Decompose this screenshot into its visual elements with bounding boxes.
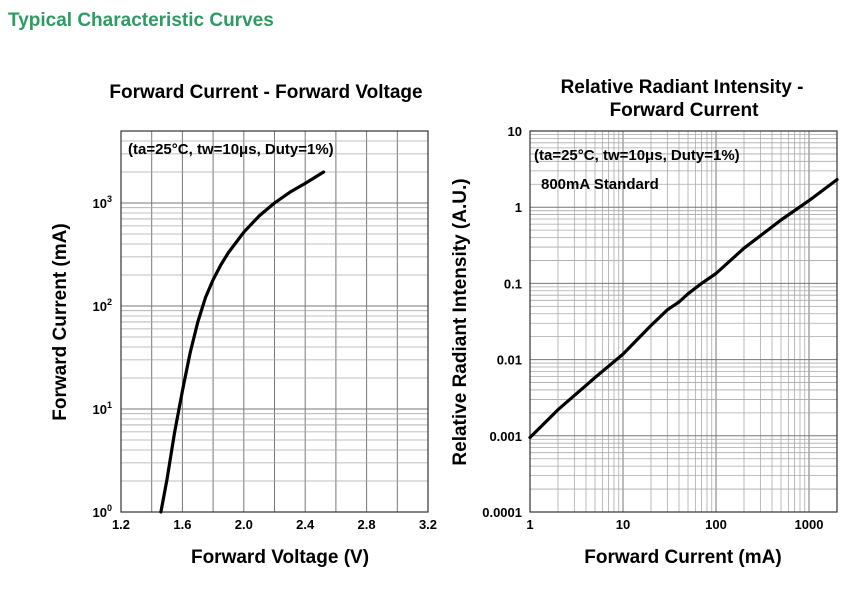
chart2-title-line2: Forward Current — [610, 100, 760, 121]
chart2-x-tick-label: 100 — [705, 517, 727, 532]
chart2-y-tick-label: 0.1 — [504, 276, 522, 291]
chart-forward-current-voltage: Forward Current - Forward Voltage (ta=25… — [50, 82, 437, 568]
chart2-x-tick-label: 10 — [616, 517, 630, 532]
chart2-x-tick-label: 1000 — [795, 517, 824, 532]
chart2-y-tick-label: 10 — [508, 124, 522, 139]
chart1-y-tick-label: 100 — [93, 503, 112, 520]
chart1-x-ticks: 1.2 1.6 2.0 2.4 2.8 3.2 — [112, 517, 437, 532]
chart2-y-tick-label: 0.0001 — [482, 505, 522, 520]
chart2-x-tick-label: 1 — [526, 517, 533, 532]
chart1-x-tick-label: 1.2 — [112, 517, 130, 532]
chart2-y-axis-label: Relative Radiant Intensity (A.U.) — [450, 178, 471, 465]
chart1-x-tick-label: 2.8 — [358, 517, 376, 532]
chart1-y-tick-label: 102 — [93, 297, 112, 314]
chart1-y-ticks: 100 101 102 103 — [93, 194, 112, 520]
chart2-annotation: (ta=25°C, tw=10μs, Duty=1%) — [534, 147, 740, 164]
chart1-y-axis-label: Forward Current (mA) — [50, 223, 71, 420]
chart1-x-tick-label: 1.6 — [173, 517, 191, 532]
chart1-x-axis-label: Forward Voltage (V) — [191, 547, 369, 568]
chart1-title: Forward Current - Forward Voltage — [109, 82, 422, 103]
chart1-series-line — [159, 170, 326, 514]
chart1-x-tick-label: 3.2 — [419, 517, 437, 532]
chart2-series-line — [528, 178, 839, 440]
chart1-y-tick-label: 101 — [93, 400, 112, 417]
chart2-title-line1: Relative Radiant Intensity - — [561, 77, 804, 98]
chart-radiant-intensity-current: Relative Radiant Intensity - Forward Cur… — [450, 77, 839, 568]
chart2-annotation-standard: 800mA Standard — [541, 176, 659, 193]
chart2-y-tick-label: 0.001 — [489, 429, 522, 444]
chart1-annotation: (ta=25°C, tw=10μs, Duty=1%) — [128, 141, 334, 158]
chart1-frame — [120, 130, 429, 513]
chart2-y-tick-label: 1 — [515, 200, 522, 215]
chart2-frame — [529, 130, 838, 513]
chart1-x-tick-label: 2.0 — [235, 517, 253, 532]
chart1-grid — [120, 130, 429, 513]
chart2-y-tick-label: 0.01 — [497, 353, 522, 368]
chart2-x-ticks: 1 10 100 1000 — [526, 517, 823, 532]
chart2-x-axis-label: Forward Current (mA) — [584, 547, 781, 568]
chart1-x-tick-label: 2.4 — [296, 517, 315, 532]
chart1-y-tick-label: 103 — [93, 194, 112, 211]
chart2-y-ticks: 0.0001 0.001 0.01 0.1 1 10 — [482, 124, 522, 520]
page-title: Typical Characteristic Curves — [8, 10, 274, 31]
